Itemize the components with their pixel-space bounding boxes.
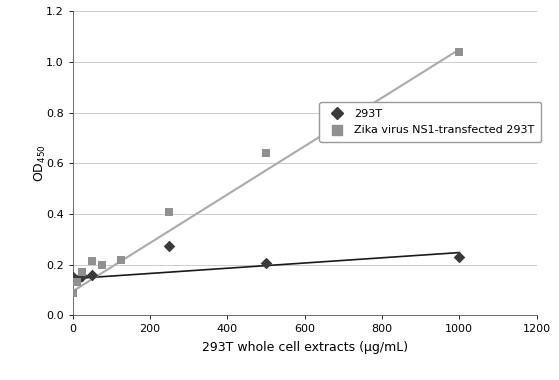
Point	[262, 260, 271, 266]
Point	[68, 274, 77, 280]
Point	[165, 209, 174, 215]
Y-axis label: OD$_{{450}}$: OD$_{{450}}$	[33, 144, 48, 182]
Point	[78, 269, 87, 275]
Point	[68, 290, 77, 296]
Point	[88, 272, 97, 278]
Point	[455, 254, 464, 260]
Point	[88, 258, 97, 264]
Point	[165, 243, 174, 249]
Point	[455, 49, 464, 55]
Point	[78, 273, 87, 279]
Point	[97, 262, 106, 268]
Point	[116, 256, 125, 263]
X-axis label: 293T whole cell extracts (μg/mL): 293T whole cell extracts (μg/mL)	[202, 341, 408, 355]
Point	[72, 277, 81, 283]
Legend: 293T, Zika virus NS1-transfected 293T: 293T, Zika virus NS1-transfected 293T	[320, 102, 541, 142]
Point	[262, 150, 271, 156]
Point	[72, 279, 81, 285]
